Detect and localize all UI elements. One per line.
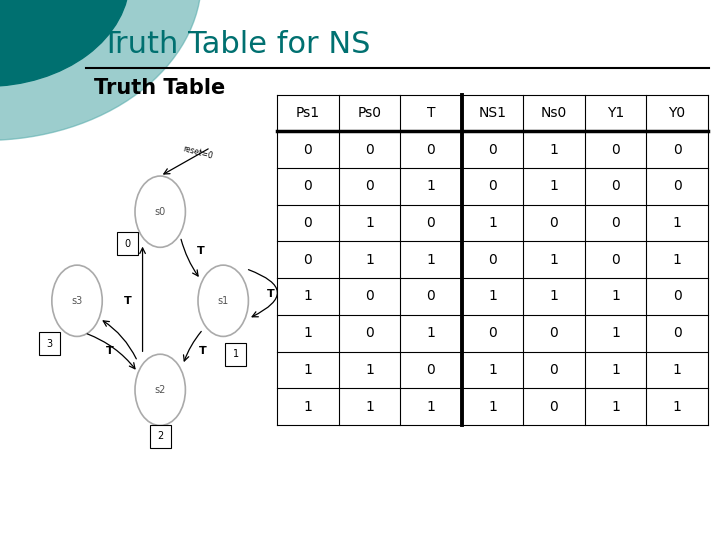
Text: Ps1: Ps1 bbox=[296, 106, 320, 120]
Text: T: T bbox=[427, 106, 435, 120]
Text: 0: 0 bbox=[304, 143, 312, 157]
Text: 0: 0 bbox=[426, 216, 436, 230]
Text: 0: 0 bbox=[304, 253, 312, 267]
Text: T: T bbox=[197, 246, 204, 256]
Text: T: T bbox=[124, 296, 131, 306]
FancyBboxPatch shape bbox=[150, 425, 171, 448]
Text: T̄: T̄ bbox=[199, 346, 207, 356]
Text: 1: 1 bbox=[426, 400, 436, 414]
Text: 0: 0 bbox=[365, 179, 374, 193]
Text: 0: 0 bbox=[611, 179, 620, 193]
Text: 0: 0 bbox=[611, 143, 620, 157]
Text: 0: 0 bbox=[488, 326, 497, 340]
Text: 0: 0 bbox=[426, 143, 436, 157]
Text: 0: 0 bbox=[672, 179, 681, 193]
Text: 1: 1 bbox=[365, 363, 374, 377]
Text: NS1: NS1 bbox=[479, 106, 506, 120]
Text: 0: 0 bbox=[125, 239, 130, 249]
Text: 0: 0 bbox=[672, 326, 681, 340]
Circle shape bbox=[0, 0, 130, 86]
Text: 1: 1 bbox=[672, 253, 681, 267]
Text: 0: 0 bbox=[611, 216, 620, 230]
Text: 1: 1 bbox=[304, 326, 312, 340]
Text: 0: 0 bbox=[672, 143, 681, 157]
Text: 1: 1 bbox=[672, 363, 681, 377]
Text: Truth Table for NS: Truth Table for NS bbox=[101, 30, 370, 59]
Text: T: T bbox=[267, 289, 275, 299]
Text: 0: 0 bbox=[672, 289, 681, 303]
Text: 1: 1 bbox=[611, 363, 620, 377]
Text: Truth Table: Truth Table bbox=[94, 78, 225, 98]
Text: 1: 1 bbox=[426, 179, 436, 193]
Text: 1: 1 bbox=[549, 179, 559, 193]
Text: 0: 0 bbox=[426, 363, 436, 377]
Text: Ns0: Ns0 bbox=[541, 106, 567, 120]
Text: 0: 0 bbox=[426, 289, 436, 303]
Text: 1: 1 bbox=[488, 363, 497, 377]
Text: 0: 0 bbox=[549, 363, 559, 377]
Text: Y1: Y1 bbox=[607, 106, 624, 120]
Text: 1: 1 bbox=[549, 289, 559, 303]
Text: 0: 0 bbox=[304, 179, 312, 193]
Text: s1: s1 bbox=[217, 296, 229, 306]
Text: 1: 1 bbox=[426, 253, 436, 267]
Text: 1: 1 bbox=[488, 400, 497, 414]
Text: 0: 0 bbox=[365, 143, 374, 157]
Text: 1: 1 bbox=[488, 216, 497, 230]
Text: 0: 0 bbox=[549, 216, 559, 230]
Text: 1: 1 bbox=[233, 349, 239, 359]
FancyBboxPatch shape bbox=[39, 332, 60, 355]
Text: Y0: Y0 bbox=[668, 106, 685, 120]
FancyBboxPatch shape bbox=[225, 343, 246, 366]
Text: Ps0: Ps0 bbox=[357, 106, 382, 120]
Text: 1: 1 bbox=[426, 326, 436, 340]
Text: 1: 1 bbox=[611, 326, 620, 340]
Text: s2: s2 bbox=[155, 385, 166, 395]
Text: 3: 3 bbox=[46, 339, 53, 348]
Text: 0: 0 bbox=[549, 326, 559, 340]
Text: 0: 0 bbox=[488, 253, 497, 267]
Text: s3: s3 bbox=[71, 296, 83, 306]
Text: 1: 1 bbox=[672, 216, 681, 230]
Text: 1: 1 bbox=[304, 400, 312, 414]
Text: 1: 1 bbox=[304, 363, 312, 377]
Text: 0: 0 bbox=[549, 400, 559, 414]
Text: reset=0: reset=0 bbox=[182, 145, 214, 161]
Text: 1: 1 bbox=[365, 253, 374, 267]
Text: 1: 1 bbox=[549, 253, 559, 267]
Text: 1: 1 bbox=[365, 216, 374, 230]
Text: 0: 0 bbox=[611, 253, 620, 267]
Text: 1: 1 bbox=[304, 289, 312, 303]
Text: T̄: T̄ bbox=[106, 346, 114, 356]
Text: 2: 2 bbox=[157, 431, 163, 441]
Text: 1: 1 bbox=[549, 143, 559, 157]
Text: 1: 1 bbox=[611, 400, 620, 414]
Text: 0: 0 bbox=[365, 289, 374, 303]
Text: 0: 0 bbox=[488, 179, 497, 193]
Text: 1: 1 bbox=[672, 400, 681, 414]
Text: 1: 1 bbox=[365, 400, 374, 414]
Text: s0: s0 bbox=[155, 207, 166, 217]
FancyBboxPatch shape bbox=[117, 232, 138, 255]
Text: 1: 1 bbox=[611, 289, 620, 303]
Circle shape bbox=[0, 0, 202, 140]
Bar bbox=[277, 94, 708, 425]
Text: 0: 0 bbox=[365, 326, 374, 340]
Text: 0: 0 bbox=[304, 216, 312, 230]
Text: 0: 0 bbox=[488, 143, 497, 157]
Text: 1: 1 bbox=[488, 289, 497, 303]
